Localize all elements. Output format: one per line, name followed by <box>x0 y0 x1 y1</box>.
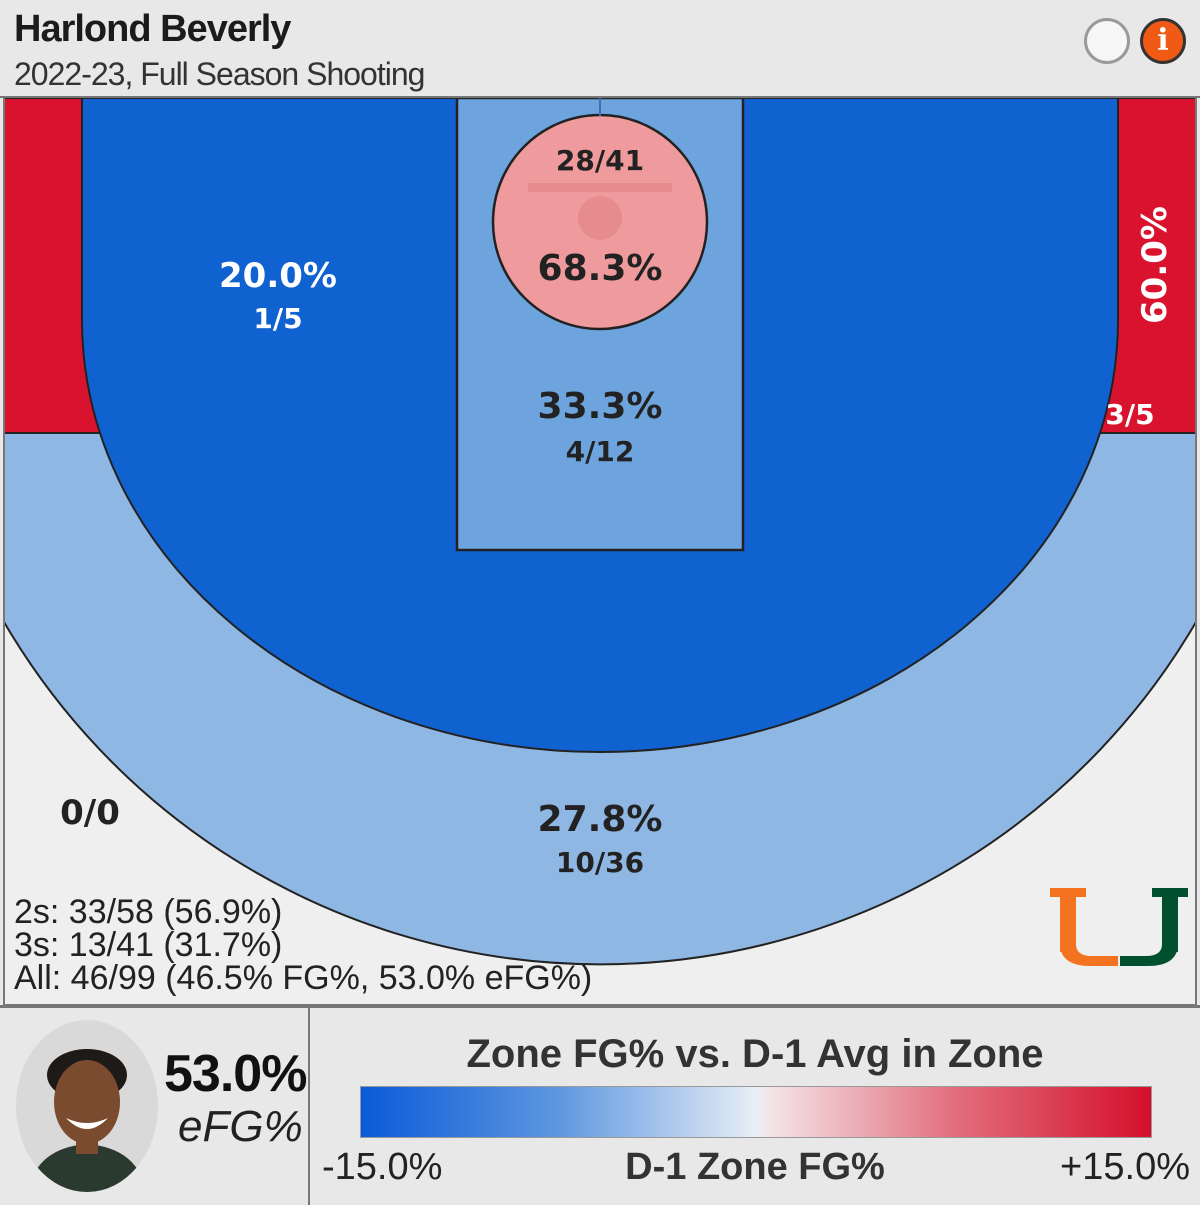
legend-color-scale <box>360 1086 1152 1138</box>
twos-stat: 2s: 33/58 (56.9%) <box>14 893 283 931</box>
all-stat: All: 46/99 (46.5% FG%, 53.0% eFG%) <box>14 959 593 997</box>
backboard <box>528 183 672 192</box>
legend-max-label: +15.0% <box>1060 1146 1190 1188</box>
player-name: Harlond Beverly <box>14 8 291 50</box>
above-break-made-att: 10/36 <box>556 846 644 879</box>
right-corner-made-att: 3/5 <box>1105 398 1154 431</box>
above-break-pct: 27.8% <box>538 799 663 840</box>
efg-label: eFG% <box>178 1102 303 1151</box>
paint-made-att: 4/12 <box>566 435 635 468</box>
team-logo-u <box>1050 888 1188 966</box>
rim-pct: 68.3% <box>538 248 663 289</box>
shooting-summary: 2s: 33/58 (56.9%) 3s: 13/41 (31.7%) All:… <box>14 893 593 997</box>
left-corner-made-att: 0/0 <box>60 793 120 833</box>
legend-min-label: -15.0% <box>322 1146 443 1188</box>
toggle-button[interactable] <box>1084 18 1130 64</box>
footer-panel: 53.0% eFG% Zone FG% vs. D-1 Avg in Zone … <box>0 1005 1200 1205</box>
player-headshot-icon <box>16 1020 158 1192</box>
shot-zone-chart: 20.0% 1/5 28/41 68.3% 33.3% 4/12 60.0% 3… <box>3 96 1197 1006</box>
rim-made-att: 28/41 <box>556 144 644 177</box>
mid-range-pct: 20.0% <box>219 256 337 296</box>
info-icon[interactable]: i <box>1140 18 1186 64</box>
legend-title: Zone FG% vs. D-1 Avg in Zone <box>466 1032 1044 1076</box>
threes-stat: 3s: 13/41 (31.7%) <box>14 926 283 964</box>
mid-range-made-att: 1/5 <box>253 302 302 335</box>
header: Harlond Beverly 2022-23, Full Season Sho… <box>0 0 1200 98</box>
panel-divider <box>308 1008 310 1205</box>
season-subtitle: 2022-23, Full Season Shooting <box>14 56 425 92</box>
hoop <box>578 196 622 240</box>
paint-pct: 33.3% <box>538 386 663 427</box>
efg-value: 53.0% <box>164 1045 307 1103</box>
right-corner-pct: 60.0% <box>1135 206 1175 324</box>
legend-mid-label: D-1 Zone FG% <box>625 1146 885 1188</box>
